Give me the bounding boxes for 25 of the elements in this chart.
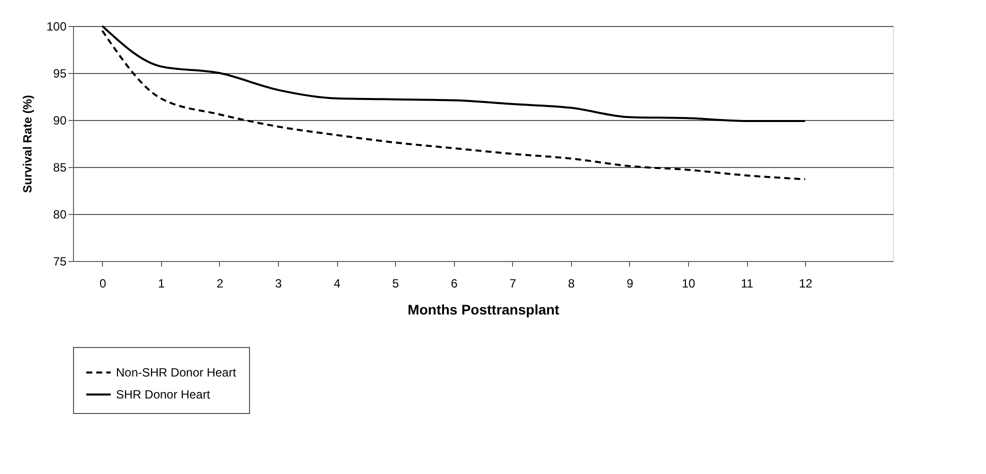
legend-label: SHR Donor Heart <box>116 388 211 402</box>
y-tick-label: 90 <box>53 114 67 128</box>
x-tick-label: 12 <box>798 276 813 290</box>
y-tick-label: 80 <box>53 208 67 222</box>
x-axis-title: Months Posttransplant <box>408 302 560 318</box>
x-tick-label: 10 <box>682 276 696 290</box>
x-tick-label: 2 <box>216 276 224 290</box>
x-tick-label: 1 <box>158 276 166 290</box>
line-series <box>101 25 806 122</box>
x-tick-label: 3 <box>275 276 282 290</box>
x-tick-label: 4 <box>334 276 341 290</box>
x-tick-label: 6 <box>450 276 458 290</box>
y-axis-title: Survival Rate (%) <box>20 94 34 194</box>
y-tick-label: 85 <box>53 160 67 174</box>
legend-label: Non-SHR Donor Heart <box>116 366 237 380</box>
x-tick-label: 0 <box>99 276 106 290</box>
y-tick-label: 100 <box>46 20 67 34</box>
x-tick-label: 8 <box>568 276 576 290</box>
y-tick-label: 95 <box>53 66 67 80</box>
line-series <box>101 30 806 180</box>
x-tick-label: 5 <box>392 276 400 290</box>
y-tick-label: 75 <box>53 254 67 268</box>
x-tick-label: 11 <box>740 276 754 290</box>
x-tick-label: 7 <box>509 276 516 290</box>
x-tick-label: 9 <box>626 276 634 290</box>
